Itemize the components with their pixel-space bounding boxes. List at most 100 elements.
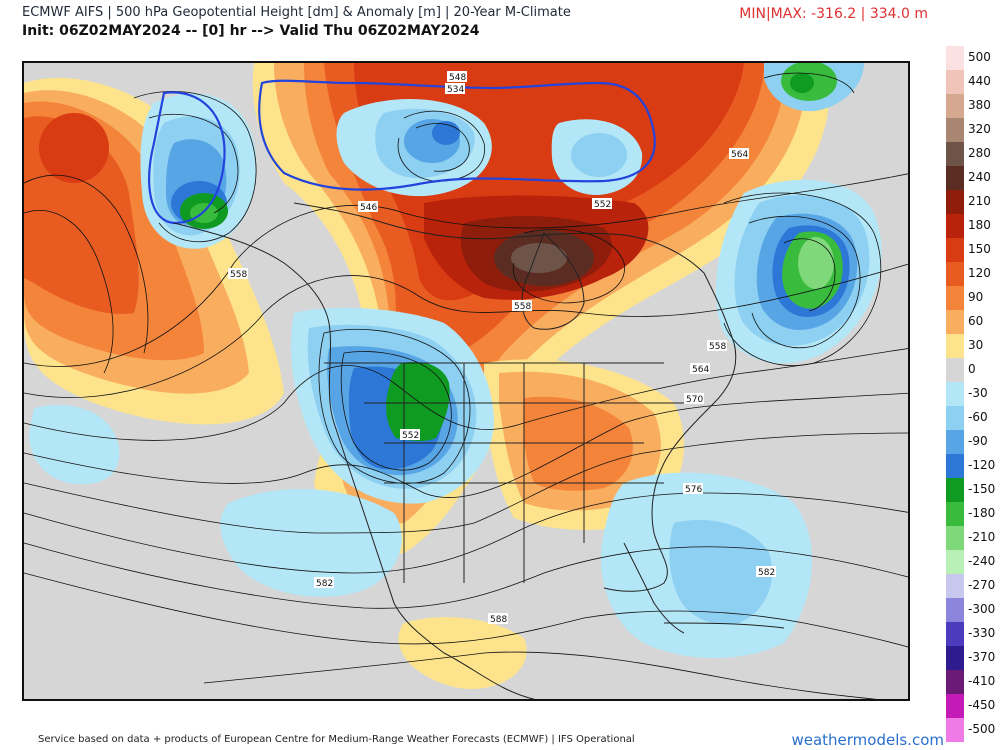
legend-swatch xyxy=(946,574,964,598)
legend-item: 180 xyxy=(944,214,996,238)
legend-swatch xyxy=(946,526,964,550)
anomaly-map-svg: 548 534 546 552 552 558 558 558 564 564 … xyxy=(24,63,908,699)
legend-item: -120 xyxy=(944,454,996,478)
legend-label: -270 xyxy=(968,578,996,592)
contour-label: 552 xyxy=(594,200,611,210)
legend-item: 150 xyxy=(944,238,996,262)
legend-label: -90 xyxy=(968,434,988,448)
legend-swatch xyxy=(946,214,964,238)
legend-swatch xyxy=(946,142,964,166)
mexico-warm-anomaly xyxy=(398,617,527,689)
legend-label: 240 xyxy=(968,170,991,184)
legend-swatch xyxy=(946,310,964,334)
legend-swatch xyxy=(946,262,964,286)
legend-label: 120 xyxy=(968,266,991,280)
legend-swatch xyxy=(946,502,964,526)
contour-labels: 548 534 546 552 552 558 558 558 564 564 … xyxy=(228,71,776,625)
legend-item: 320 xyxy=(944,118,996,142)
legend-item: -240 xyxy=(944,550,996,574)
legend-item: 60 xyxy=(944,310,996,334)
legend-label: -180 xyxy=(968,506,996,520)
legend-swatch xyxy=(946,454,964,478)
legend-item: -210 xyxy=(944,526,996,550)
legend-label: 0 xyxy=(968,362,976,376)
contour-label: 576 xyxy=(685,485,702,495)
legend-label: 280 xyxy=(968,146,991,160)
legend-label: 380 xyxy=(968,98,991,112)
contour-label: 558 xyxy=(230,270,247,280)
atlantic-cold-anomaly xyxy=(715,63,882,364)
legend-swatch xyxy=(946,622,964,646)
legend-swatch xyxy=(946,190,964,214)
legend-swatch xyxy=(946,430,964,454)
legend-item: 240 xyxy=(944,166,996,190)
legend-label: -150 xyxy=(968,482,996,496)
contour-label: 570 xyxy=(686,395,703,405)
legend-swatch xyxy=(946,334,964,358)
legend-label: 150 xyxy=(968,242,991,256)
legend-item: 0 xyxy=(944,358,996,382)
legend-label: 440 xyxy=(968,74,991,88)
contour-label: 558 xyxy=(709,342,726,352)
legend-item: -300 xyxy=(944,598,996,622)
legend-item: -270 xyxy=(944,574,996,598)
coastlines-and-borders xyxy=(173,202,785,699)
brand-link[interactable]: weathermodels.com xyxy=(791,731,944,749)
legend-item: 380 xyxy=(944,94,996,118)
legend-label: -330 xyxy=(968,626,996,640)
valid-time: Init: 06Z02MAY2024 -- [0] hr --> Valid T… xyxy=(22,23,480,39)
legend-swatch xyxy=(946,694,964,718)
map-header: ECMWF AIFS | 500 hPa Geopotential Height… xyxy=(22,4,571,40)
legend-label: 320 xyxy=(968,122,991,136)
contour-label: 548 xyxy=(449,73,466,83)
legend-item: 280 xyxy=(944,142,996,166)
legend-swatch xyxy=(946,478,964,502)
legend-label: -30 xyxy=(968,386,988,400)
legend-label: -410 xyxy=(968,674,996,688)
legend-swatch xyxy=(946,646,964,670)
legend-swatch xyxy=(946,406,964,430)
arctic-cold-anomaly xyxy=(336,99,643,197)
legend-label: 60 xyxy=(968,314,984,328)
weather-map[interactable]: 548 534 546 552 552 558 558 558 564 564 … xyxy=(22,61,910,701)
legend-item: -150 xyxy=(944,478,996,502)
color-legend: 500 440 380 320 280 240 210 180 150 120 90 60 30 0 -30… xyxy=(944,46,996,742)
legend-item: 120 xyxy=(944,262,996,286)
height-contours xyxy=(24,72,908,699)
legend-label: 180 xyxy=(968,218,991,232)
legend-label: 500 xyxy=(968,50,991,64)
legend-swatch xyxy=(946,718,964,742)
data-credit: Service based on data + products of Euro… xyxy=(38,734,635,745)
legend-item: -90 xyxy=(944,430,996,454)
legend-label: -300 xyxy=(968,602,996,616)
legend-swatch xyxy=(946,550,964,574)
contour-label: 558 xyxy=(514,302,531,312)
contour-label: 534 xyxy=(447,85,464,95)
contour-label: 564 xyxy=(692,365,709,375)
legend-item: -410 xyxy=(944,670,996,694)
legend-item: -450 xyxy=(944,694,996,718)
contour-label: 582 xyxy=(316,579,333,589)
legend-label: 90 xyxy=(968,290,984,304)
legend-swatch xyxy=(946,118,964,142)
map-title: ECMWF AIFS | 500 hPa Geopotential Height… xyxy=(22,5,571,20)
legend-swatch xyxy=(946,94,964,118)
legend-swatch xyxy=(946,598,964,622)
contour-label: 564 xyxy=(731,150,748,160)
contour-label: 588 xyxy=(490,615,507,625)
legend-label: -240 xyxy=(968,554,996,568)
legend-item: -180 xyxy=(944,502,996,526)
legend-swatch xyxy=(946,358,964,382)
legend-item: -330 xyxy=(944,622,996,646)
legend-swatch xyxy=(946,70,964,94)
legend-swatch xyxy=(946,238,964,262)
legend-item: -30 xyxy=(944,382,996,406)
legend-label: -450 xyxy=(968,698,996,712)
legend-label: -120 xyxy=(968,458,996,472)
legend-label: 210 xyxy=(968,194,991,208)
contour-label: 546 xyxy=(360,203,377,213)
legend-swatch xyxy=(946,382,964,406)
legend-swatch xyxy=(946,46,964,70)
legend-item: 500 xyxy=(944,46,996,70)
legend-item: 30 xyxy=(944,334,996,358)
